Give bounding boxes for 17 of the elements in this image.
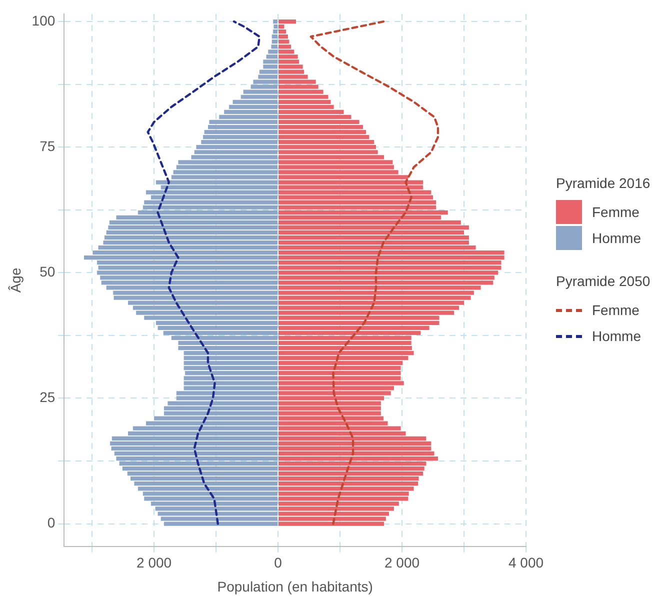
y-tick-label: 25 xyxy=(40,389,56,406)
y-tick-label: 50 xyxy=(40,264,56,280)
text: Pyramide 2016 xyxy=(556,175,650,191)
legend-label: Homme xyxy=(592,328,642,344)
x-tick-label: 2 000 xyxy=(136,554,172,571)
legend-label: Homme xyxy=(592,230,642,246)
y-axis-title: Âge xyxy=(7,268,24,293)
x-tick-label: 2 000 xyxy=(384,554,420,571)
x-axis-title: Population (en habitants) xyxy=(217,578,373,594)
x-tick-label: 0 xyxy=(274,554,282,571)
text: Pyramide 2050 xyxy=(556,273,650,289)
y-tick-label: 75 xyxy=(40,138,56,154)
legend-label: Femme xyxy=(592,204,640,220)
legend-label: Femme xyxy=(592,302,640,318)
y-tick-label: 0 xyxy=(47,514,56,531)
y-tick-label: 100 xyxy=(32,12,56,28)
x-tick-label: 4 000 xyxy=(508,554,544,571)
